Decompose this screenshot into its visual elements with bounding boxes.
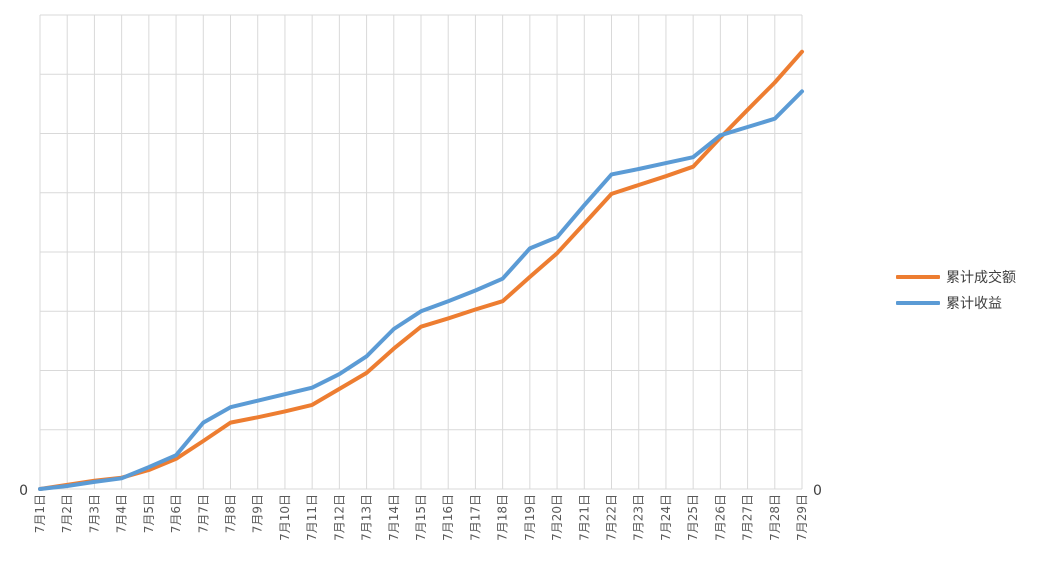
x-tick-label: 7月6日 [169, 494, 183, 533]
x-tick-label: 7月17日 [468, 494, 482, 541]
x-tick-label: 7月23日 [632, 494, 646, 541]
x-tick-label: 7月8日 [224, 494, 238, 533]
x-tick-label: 7月21日 [577, 494, 591, 541]
x-tick-label: 7月16日 [441, 494, 455, 541]
x-tick-label: 7月10日 [278, 494, 292, 541]
x-tick-label: 7月2日 [60, 494, 74, 533]
legend-swatch-cumulative-revenue [896, 301, 940, 305]
legend-label-cumulative-revenue: 累计收益 [946, 296, 1002, 312]
x-tick-label: 7月19日 [523, 494, 537, 541]
x-tick-label: 7月27日 [741, 494, 755, 541]
x-tick-label: 7月22日 [605, 494, 619, 541]
x-tick-label: 7月15日 [414, 494, 428, 541]
legend-item-cumulative-revenue: 累计收益 [896, 290, 1016, 316]
x-tick-label: 7月20日 [550, 494, 564, 541]
x-tick-label: 7月26日 [713, 494, 727, 541]
x-tick-label: 7月13日 [360, 494, 374, 541]
x-tick-label: 7月9日 [251, 494, 265, 533]
series-lines [38, 49, 804, 491]
x-tick-label: 7月11日 [305, 494, 319, 541]
x-tick-label: 7月1日 [33, 494, 47, 533]
x-tick-label: 7月7日 [196, 494, 210, 533]
legend: 累计成交额 累计收益 [896, 264, 1016, 316]
legend-swatch-cumulative-turnover [896, 275, 940, 279]
x-tick-label: 7月4日 [115, 494, 129, 533]
x-tick-label: 7月14日 [387, 494, 401, 541]
right-axis-zero-label: 0 [813, 483, 822, 499]
x-axis-tick-labels: 7月1日 7月2日 7月3日 7月4日 7月5日 7月6日 7月7日 7月8日 7月9日 7月10… [33, 494, 809, 541]
gridlines [39, 14, 803, 490]
x-tick-label: 7月12日 [332, 494, 346, 541]
x-tick-label: 7月24日 [659, 494, 673, 541]
x-tick-label: 7月28日 [768, 494, 782, 541]
series-line-cumulative-turnover [38, 49, 804, 491]
left-axis-zero-label: 0 [19, 483, 28, 499]
x-tick-label: 7月18日 [496, 494, 510, 541]
x-tick-label: 7月3日 [87, 494, 101, 533]
legend-item-cumulative-turnover: 累计成交额 [896, 264, 1016, 290]
x-tick-label: 7月5日 [142, 494, 156, 533]
legend-label-cumulative-turnover: 累计成交额 [946, 270, 1016, 286]
x-tick-label: 7月25日 [686, 494, 700, 541]
series-line-cumulative-revenue [38, 89, 804, 491]
x-tick-label: 7月29日 [795, 494, 809, 541]
